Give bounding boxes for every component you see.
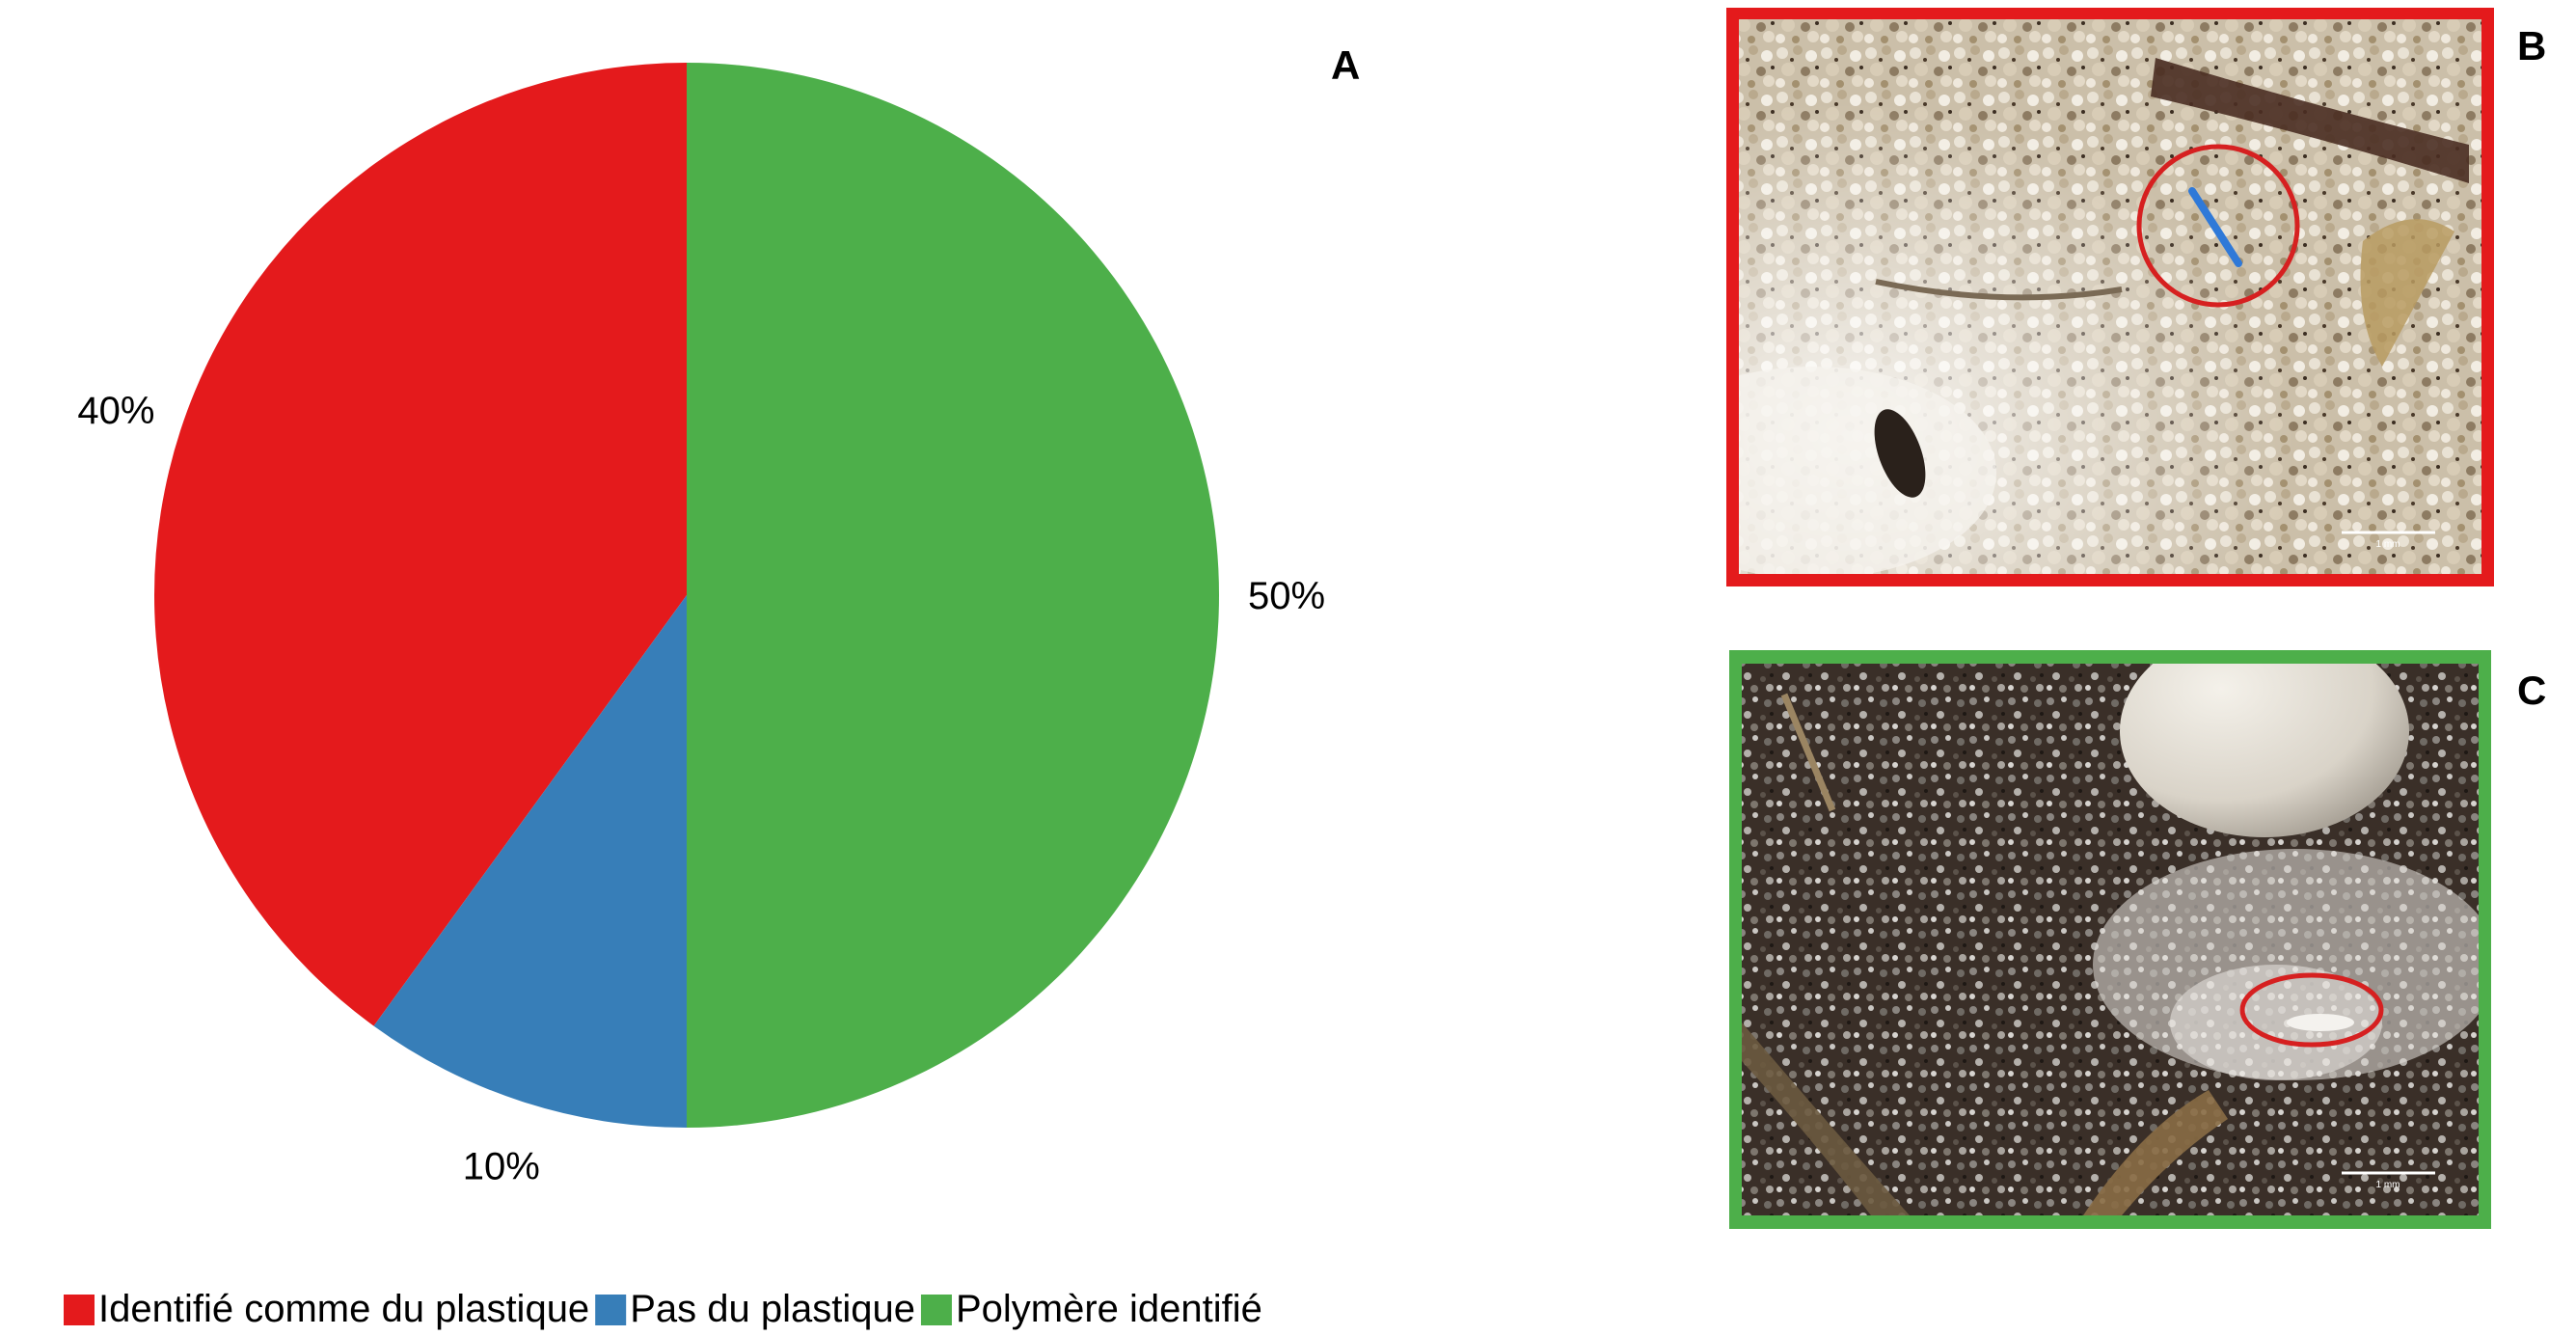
- panel-letter-a: A: [1331, 42, 1360, 88]
- legend-label-1: Identifié comme du plastique: [98, 1288, 589, 1330]
- legend-swatch-3: [920, 1295, 952, 1325]
- pie-slices: [153, 63, 1219, 1128]
- panel-letter-b: B: [2517, 23, 2546, 68]
- pie-label-1: 40%: [77, 390, 154, 432]
- legend-swatch-1: [64, 1295, 95, 1325]
- pie-chart: 40% 10% 50%: [77, 63, 1325, 1188]
- photo-b-highlight-circle: [2136, 144, 2300, 308]
- pie-slice-2: [373, 595, 687, 1128]
- photo-b-scale-label: 1 mm: [2376, 539, 2400, 550]
- panel-letter-c: C: [2517, 668, 2546, 713]
- blue-fiber: [2188, 187, 2242, 267]
- legend-swatch-2: [595, 1295, 627, 1325]
- pie-label-2: 10%: [463, 1146, 540, 1188]
- legend-label-2: Pas du plastique: [630, 1288, 915, 1330]
- photo-c: 1 mm: [1729, 650, 2491, 1229]
- photo-b-twig: [2151, 58, 2469, 183]
- photo-c-scale-label: 1 mm: [2376, 1180, 2400, 1190]
- pie-slice-3: [687, 63, 1219, 1128]
- legend-label-3: Polymère identifié: [956, 1288, 1262, 1330]
- photo-c-bead: [2120, 664, 2409, 837]
- pie-percent-labels: 40% 10% 50%: [77, 390, 1325, 1188]
- white-fragment: [2287, 1014, 2354, 1031]
- pie-label-3: 50%: [1248, 575, 1325, 617]
- pie-slice-1: [153, 63, 688, 1026]
- photo-b: 1 mm: [1726, 8, 2494, 586]
- photo-c-highlight-circle: [2239, 972, 2384, 1048]
- chart-legend: Identifié comme du plastique Pas du plast…: [64, 1288, 1262, 1330]
